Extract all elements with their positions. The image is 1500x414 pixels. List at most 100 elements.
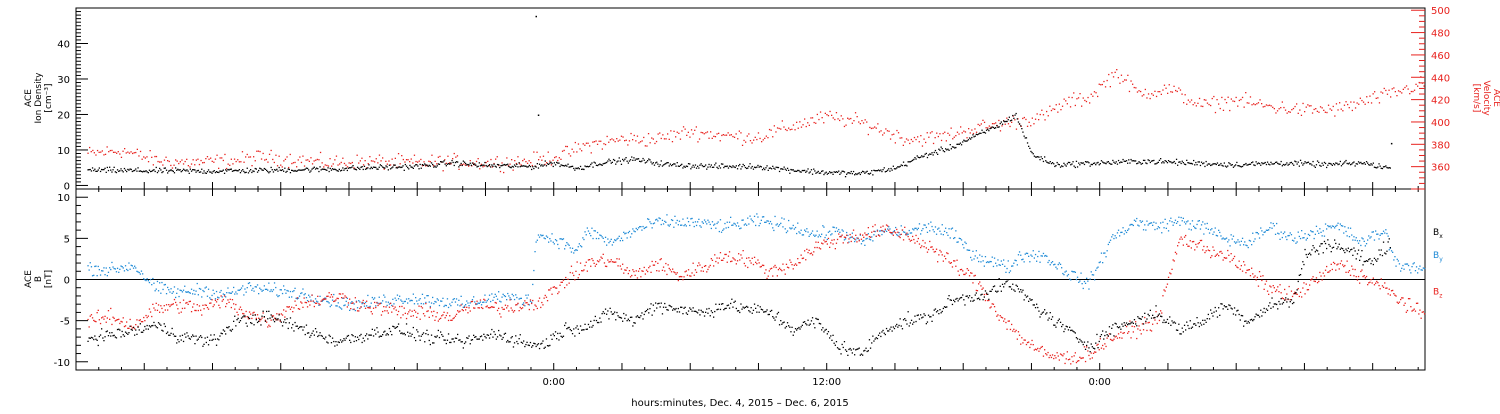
velocity-series-point — [1046, 111, 1047, 112]
bx-series-point — [275, 318, 276, 319]
by-series-point — [402, 303, 403, 304]
velocity-series-point — [908, 140, 909, 141]
velocity-series-point — [1256, 103, 1257, 104]
velocity-series-point — [285, 159, 286, 160]
velocity-series-point — [831, 115, 832, 116]
velocity-series-point — [161, 161, 162, 162]
velocity-series-point — [866, 121, 867, 122]
density-series-point — [638, 158, 639, 159]
bz-series-point — [1340, 263, 1341, 264]
density-series-point — [1199, 161, 1200, 162]
density-series-point — [819, 173, 820, 174]
by-series-point — [811, 233, 812, 234]
density-series-point — [715, 163, 716, 164]
by-series-point — [479, 303, 480, 304]
bz-series-point — [981, 289, 982, 290]
bx-series-point — [519, 338, 520, 339]
density-series-point — [647, 160, 648, 161]
density-series-point — [247, 168, 248, 169]
bx-series-point — [169, 335, 170, 336]
bx-series-point — [623, 313, 624, 314]
velocity-series-point — [987, 127, 988, 128]
by-series-point — [1283, 233, 1284, 234]
density-series-point — [1166, 161, 1167, 162]
density-series-point — [132, 171, 133, 172]
velocity-series-point — [1150, 98, 1151, 99]
bz-series-point — [162, 312, 163, 313]
by-series-point — [867, 238, 868, 239]
by-series-point — [1232, 238, 1233, 239]
velocity-series-point — [175, 159, 176, 160]
bx-series-point — [718, 309, 719, 310]
velocity-series-point — [365, 160, 366, 161]
bx-series-point — [679, 311, 680, 312]
bz-series-point — [588, 259, 589, 260]
by-series-point — [773, 230, 774, 231]
bz-series-point — [158, 304, 159, 305]
bz-series-point — [238, 314, 239, 315]
density-series-point — [821, 171, 822, 172]
by-series-point — [1017, 264, 1018, 265]
bz-series-point — [1146, 330, 1147, 331]
by-series-point — [1078, 282, 1079, 283]
bz-series-point — [1213, 250, 1214, 251]
velocity-series-point — [514, 160, 515, 161]
bz-series-point — [856, 241, 857, 242]
by-series-point — [375, 305, 376, 306]
bz-series-point — [190, 301, 191, 302]
velocity-series-point — [1366, 96, 1367, 97]
density-series-point — [1303, 163, 1304, 164]
velocity-series-point — [99, 152, 100, 153]
velocity-series-point — [1099, 84, 1100, 85]
by-series-point — [1339, 229, 1340, 230]
by-series-point — [546, 235, 547, 236]
bx-series-point — [200, 335, 201, 336]
by-series-point — [872, 240, 873, 241]
density-series-point — [445, 164, 446, 165]
by-series-point — [701, 227, 702, 228]
density-series-point — [1186, 160, 1187, 161]
by-series-point — [1188, 229, 1189, 230]
bz-series-point — [193, 303, 194, 304]
velocity-series-point — [645, 145, 646, 146]
by-series-point — [787, 230, 788, 231]
density-series-point — [531, 169, 532, 170]
bz-series-point — [922, 240, 923, 241]
bz-series-point — [818, 242, 819, 243]
velocity-series-point — [1259, 99, 1260, 100]
velocity-series-point — [438, 157, 439, 158]
by-series-point — [364, 306, 365, 307]
bz-series-point — [1110, 339, 1111, 340]
velocity-series-point — [1395, 91, 1396, 92]
velocity-series-point — [277, 165, 278, 166]
density-series-point — [244, 172, 245, 173]
bz-series-point — [1018, 331, 1019, 332]
bz-series-point — [580, 263, 581, 264]
bz-series-point — [164, 305, 165, 306]
velocity-series-point — [167, 160, 168, 161]
velocity-series-point — [693, 133, 694, 134]
bz-series-point — [1283, 298, 1284, 299]
density-series-point — [881, 171, 882, 172]
bx-series-point — [532, 345, 533, 346]
by-series-point — [575, 249, 576, 250]
bz-series-point — [824, 241, 825, 242]
velocity-series-point — [304, 165, 305, 166]
velocity-series-point — [809, 125, 810, 126]
by-series-point — [1076, 279, 1077, 280]
by-series-point — [1113, 238, 1114, 239]
bz-series-point — [843, 242, 844, 243]
bx-series-point — [268, 311, 269, 312]
by-series-point — [1055, 267, 1056, 268]
bx-series-point — [628, 319, 629, 320]
by-series-point — [600, 235, 601, 236]
by-series-point — [723, 228, 724, 229]
bx-series-point — [802, 325, 803, 326]
by-series-point — [127, 270, 128, 271]
velocity-series-point — [1326, 112, 1327, 113]
bz-series-point — [1317, 282, 1318, 283]
by-series-point — [595, 230, 596, 231]
bz-series-point — [1352, 269, 1353, 270]
velocity-series-point — [1044, 119, 1045, 120]
density-series-point — [217, 172, 218, 173]
